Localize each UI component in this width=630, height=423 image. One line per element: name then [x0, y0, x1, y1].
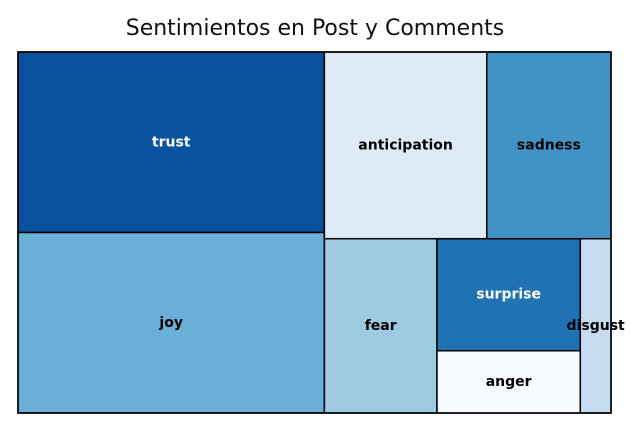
treemap-label-anger: anger — [486, 374, 532, 390]
treemap-cell-sadness — [486, 51, 612, 240]
treemap-label-fear: fear — [365, 318, 397, 334]
treemap-cell-anticipation — [323, 51, 488, 240]
treemap-label-sadness: sadness — [517, 137, 581, 153]
treemap-label-joy: joy — [158, 315, 183, 331]
treemap-cell-trust — [17, 51, 326, 234]
chart-title: Sentimientos en Post y Comments — [125, 16, 505, 41]
treemap-label-surprise: surprise — [476, 287, 541, 303]
treemap-label-disgust: disgust — [567, 318, 625, 334]
treemap-label-trust: trust — [152, 134, 191, 150]
treemap-cell-disgust — [579, 237, 612, 414]
treemap-cell-joy — [17, 231, 326, 414]
treemap-label-anticipation: anticipation — [358, 137, 453, 153]
treemap-border — [17, 51, 612, 414]
